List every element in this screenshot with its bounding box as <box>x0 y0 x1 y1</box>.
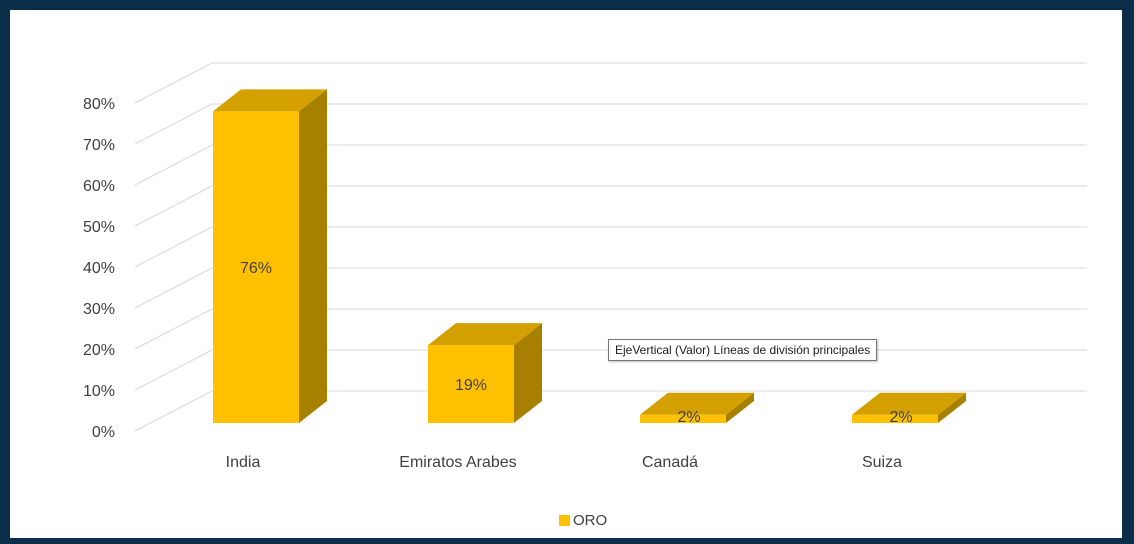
y-tick-label: 40% <box>83 260 115 277</box>
bar-front <box>852 414 938 423</box>
bar-side <box>726 392 754 423</box>
chart-plot: 0% 10% 20% 30% 40% 50% 60% 70% 80% 76% 19% 2% 2% In… <box>83 62 1087 471</box>
data-label: 19% <box>455 377 487 394</box>
bar: 2% <box>640 392 754 426</box>
bar-side <box>938 392 966 423</box>
gridline-diagonal <box>134 103 213 145</box>
bar: 2% <box>852 392 966 426</box>
bar-front <box>428 345 514 423</box>
bar-top <box>428 323 542 346</box>
chart-area[interactable]: 0% 10% 20% 30% 40% 50% 60% 70% 80% 76% 19% 2% 2% In… <box>10 10 1122 538</box>
legend-swatch <box>559 515 570 526</box>
y-tick-label: 10% <box>83 383 115 400</box>
y-tick-label: 80% <box>83 96 115 113</box>
y-axis-ticks: 0% 10% 20% 30% 40% 50% 60% 70% 80% <box>83 96 115 441</box>
data-label: 76% <box>240 260 272 277</box>
gridline-tooltip: EjeVertical (Valor) Líneas de división p… <box>608 339 878 361</box>
gridline-diagonal <box>134 267 213 309</box>
bar-side <box>299 89 327 424</box>
bar: 19% <box>428 323 542 423</box>
gridline-diagonal <box>134 144 213 186</box>
y-tick-label: 50% <box>83 219 115 236</box>
data-label: 2% <box>889 409 912 426</box>
bar-side <box>514 323 542 423</box>
gridline-diagonal <box>134 349 213 391</box>
gridlines <box>134 62 1087 432</box>
y-tick-label: 60% <box>83 178 115 195</box>
bars: 76% 19% 2% 2% <box>213 89 966 426</box>
bar-top <box>852 392 966 415</box>
x-category-label: Emiratos Arabes <box>399 454 516 471</box>
x-category-label: Canadá <box>642 454 698 471</box>
legend-label: ORO <box>573 512 608 529</box>
gridline-diagonal <box>134 226 213 268</box>
x-axis-categories: India Emiratos Arabes Canadá Suiza <box>226 454 902 471</box>
gridline-diagonal <box>134 185 213 227</box>
legend[interactable]: ORO <box>559 512 607 529</box>
bar-front <box>213 111 299 424</box>
x-category-label: Suiza <box>862 454 902 471</box>
gridline-diagonal <box>134 62 213 104</box>
gridline-diagonal <box>134 390 213 432</box>
bar-top <box>640 392 754 415</box>
data-label: 2% <box>677 409 700 426</box>
bar-front <box>640 414 726 423</box>
y-tick-label: 0% <box>92 424 115 441</box>
y-tick-label: 20% <box>83 342 115 359</box>
y-tick-label: 30% <box>83 301 115 318</box>
bar-top <box>213 89 327 112</box>
y-tick-label: 70% <box>83 137 115 154</box>
x-category-label: India <box>226 454 261 471</box>
bar: 76% <box>213 89 327 424</box>
gridline-diagonal <box>134 308 213 350</box>
